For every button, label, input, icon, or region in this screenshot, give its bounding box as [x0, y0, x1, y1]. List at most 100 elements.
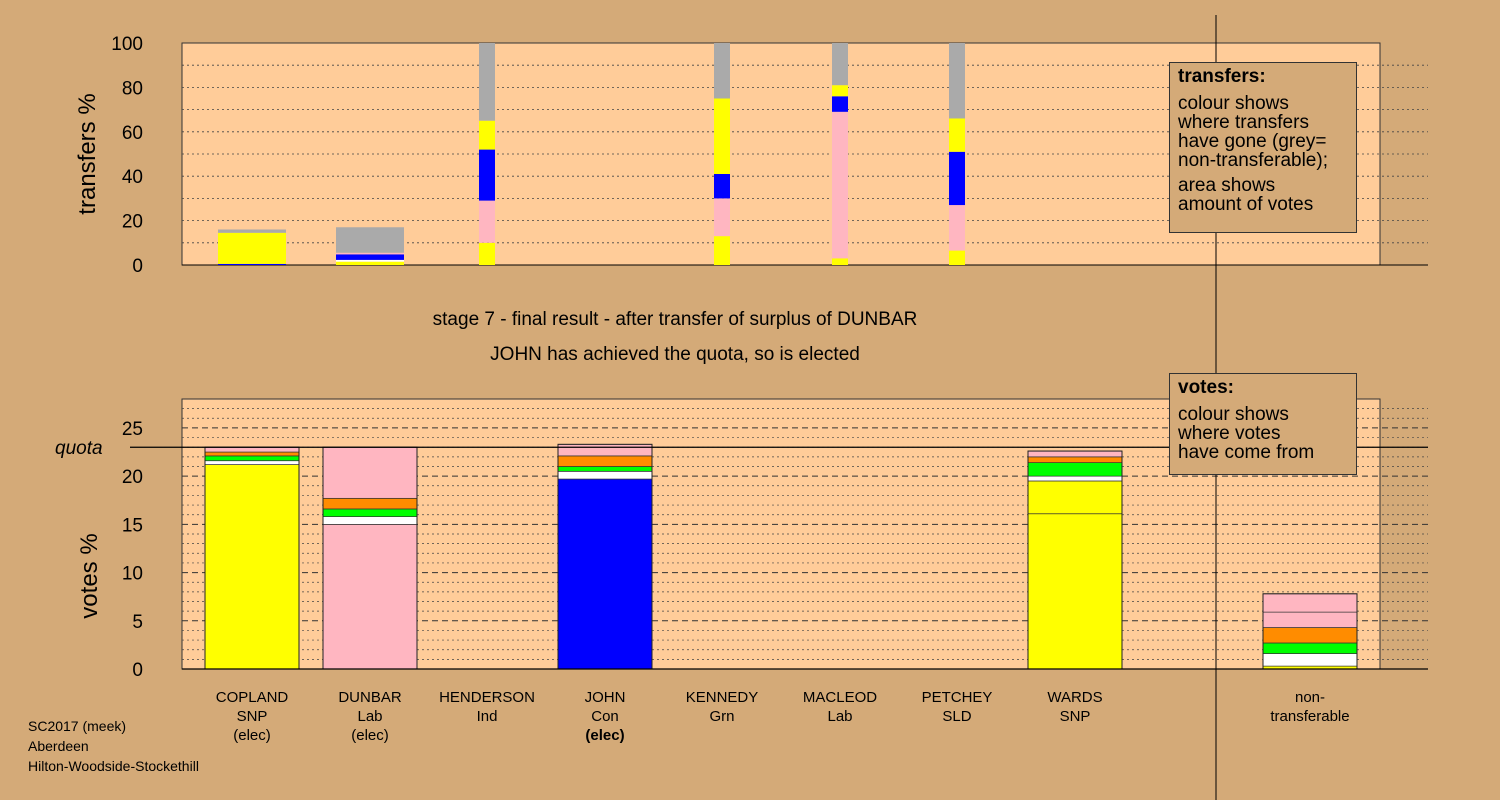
votes-y-tick-label: 10 — [122, 564, 143, 585]
votes-bar-segment — [204, 460, 300, 465]
votes-bar-segment — [1262, 611, 1358, 628]
transfers-bar-segment — [832, 258, 848, 265]
candidate-name-label: HENDERSON — [439, 689, 535, 706]
transfers-bar-segment — [479, 242, 495, 265]
candidate-party-label: Lab — [357, 708, 382, 725]
candidate-party-label: SLD — [942, 708, 971, 725]
candidate-name-label: MACLEOD — [803, 689, 877, 706]
footer: SC2017 (meek) Aberdeen Hilton-Woodside-S… — [28, 716, 199, 776]
votes-bar-segment — [557, 478, 653, 670]
transfers-legend-line: non-transferable); — [1178, 150, 1328, 171]
transfers-bar-segment — [714, 173, 730, 199]
votes-bar-non — [1262, 593, 1358, 670]
transfers-legend-line: where transfers — [1178, 112, 1309, 133]
votes-y-tick-label: 25 — [122, 419, 143, 440]
candidate-party-label: Ind — [477, 708, 498, 725]
votes-y-tick-label: 0 — [132, 660, 143, 681]
transfers-bar-segment — [714, 198, 730, 237]
candidate-name-label: PETCHEY — [922, 689, 993, 706]
votes-bar-segment — [1027, 450, 1123, 458]
votes-bar-segment — [1262, 642, 1358, 654]
candidate-status-label: (elec) — [351, 727, 389, 744]
transfers-y-tick-label: 100 — [111, 34, 143, 55]
transfers-bar-segment — [336, 254, 404, 260]
transfers-bar-segment — [479, 149, 495, 201]
transfers-bar-segment — [336, 259, 404, 262]
transfers-y-tick-label: 60 — [122, 123, 143, 144]
candidate-name-label: JOHN — [585, 689, 626, 706]
votes-bar-segment — [1027, 456, 1123, 463]
transfers-bar-segment — [832, 111, 848, 259]
candidate-party-label: SNP — [237, 708, 268, 725]
candidate-name-label: KENNEDY — [686, 689, 759, 706]
votes-bar-segment — [557, 443, 653, 457]
transfers-bar-segment — [218, 263, 286, 265]
votes-y-axis-label: votes % — [76, 533, 103, 618]
transfers-legend: transfers: colour shows where transfers … — [1169, 62, 1357, 233]
votes-bar-segment — [1027, 513, 1123, 670]
quota-label: quota — [55, 438, 103, 459]
transfers-y-axis-label: transfers % — [74, 93, 101, 214]
stage-caption: stage 7 - final result - after transfer … — [433, 309, 918, 330]
votes-bar-segment — [1027, 480, 1123, 515]
candidate-party-label: SNP — [1060, 708, 1091, 725]
votes-panel: COPLAND SNP (elec) DUNBAR Lab (elec) HENDERSON… — [55, 398, 1428, 744]
transfers-bar-segment — [949, 205, 965, 251]
candidate-party-label: Con — [591, 708, 619, 725]
votes-bar-segment — [1262, 653, 1358, 667]
votes-bar-segment — [322, 516, 418, 525]
candidate-name-label: non- — [1295, 689, 1325, 706]
transfers-bar-segment — [218, 229, 286, 233]
votes-bar-segment — [322, 524, 418, 670]
elected-caption: JOHN has achieved the quota, so is elect… — [490, 344, 860, 365]
transfers-legend-title: transfers: — [1178, 66, 1266, 87]
transfers-legend-line: area shows — [1178, 175, 1276, 196]
transfers-bar-segment — [949, 250, 965, 265]
votes-bar-segment — [557, 455, 653, 467]
transfers-bar-segment — [336, 252, 404, 255]
transfers-y-tick-label: 40 — [122, 167, 143, 188]
votes-bar-segment — [322, 508, 418, 517]
votes-bar-segment — [1262, 627, 1358, 644]
votes-legend-line: colour shows — [1178, 404, 1289, 425]
transfers-bar-segment — [336, 227, 404, 253]
votes-legend-line: have come from — [1178, 442, 1315, 463]
transfers-bar-segment — [949, 151, 965, 206]
footer-ward: Hilton-Woodside-Stockethill — [28, 758, 199, 774]
votes-bar-segment — [1027, 462, 1123, 477]
candidate-party-label: Grn — [709, 708, 734, 725]
transfers-bar-segment — [714, 236, 730, 265]
candidate-status-label: (elec) — [233, 727, 271, 744]
candidate-name-label: COPLAND — [216, 689, 289, 706]
votes-bar-segment — [204, 455, 300, 462]
transfers-bar-segment — [479, 120, 495, 150]
transfers-bar-segment — [479, 43, 495, 121]
votes-bar-john — [557, 443, 653, 670]
candidate-name-label: DUNBAR — [338, 689, 402, 706]
votes-bar-segment — [322, 497, 418, 510]
votes-bar-segment — [204, 446, 300, 453]
footer-method: SC2017 (meek) — [28, 718, 127, 734]
transfers-bar-segment — [949, 43, 965, 119]
votes-y-tick-label: 5 — [132, 612, 143, 633]
votes-bar-wards — [1027, 450, 1123, 670]
votes-bar-segment — [322, 446, 418, 499]
transfers-bar-segment — [218, 232, 286, 264]
footer-council: Aberdeen — [28, 738, 89, 754]
votes-legend-title: votes: — [1178, 377, 1234, 398]
candidate-status-label: (elec) — [585, 727, 624, 744]
transfers-bar-segment — [832, 85, 848, 97]
transfers-bar-segment — [832, 96, 848, 112]
votes-bar-segment — [557, 470, 653, 480]
transfers-y-tick-label: 0 — [132, 256, 143, 277]
votes-legend-line: where votes — [1178, 423, 1281, 444]
votes-bar-segment — [204, 451, 300, 457]
transfers-bar-segment — [949, 118, 965, 152]
votes-bar-segment — [1262, 593, 1358, 613]
transfers-bar-segment — [832, 43, 848, 86]
votes-bar-copland — [204, 446, 300, 670]
transfers-bar-segment — [714, 43, 730, 99]
transfers-y-tick-label: 20 — [122, 212, 143, 233]
votes-bar-dunbar — [322, 446, 418, 670]
transfers-y-tick-label: 80 — [122, 78, 143, 99]
